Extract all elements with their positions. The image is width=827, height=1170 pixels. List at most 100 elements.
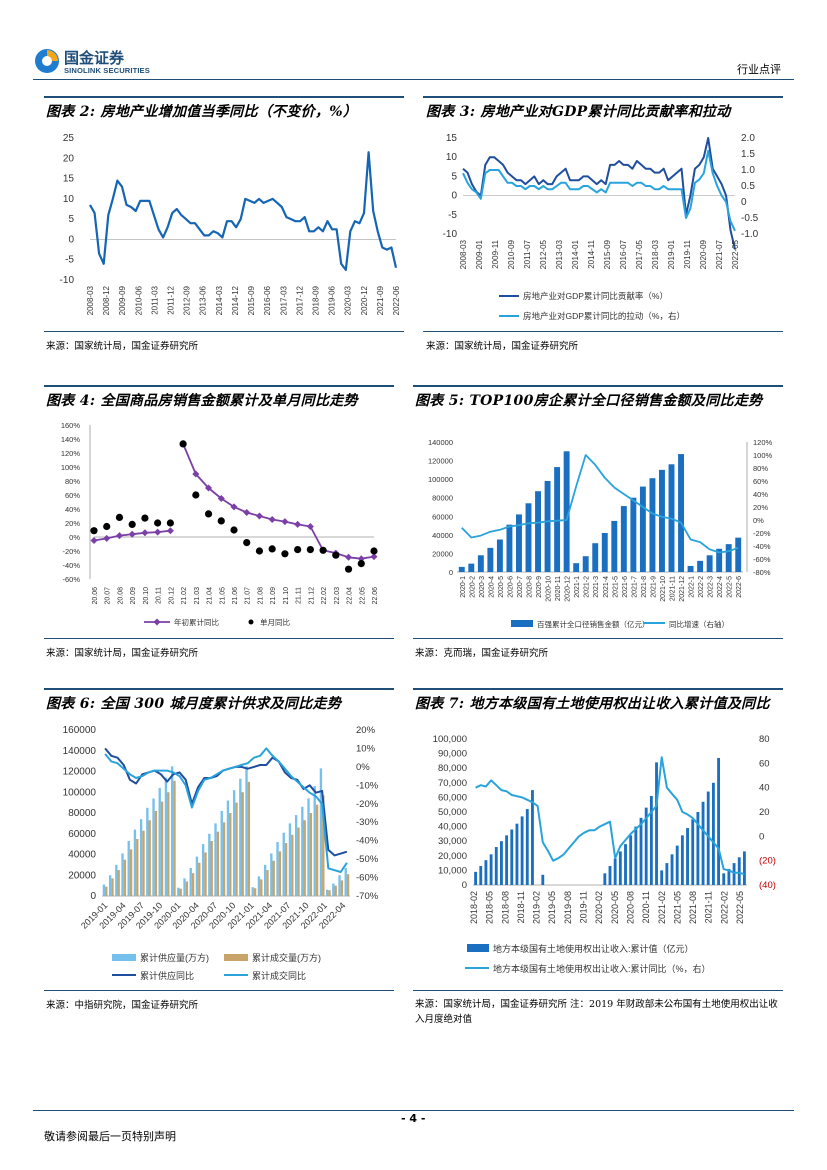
y-tick-label-right: 40% [753, 490, 768, 499]
y-tick-label-right: 0 [741, 197, 747, 208]
y-tick-label-left: 10,000 [438, 865, 467, 876]
bar [639, 486, 646, 572]
y-tick-label: 5 [68, 214, 74, 225]
legend-label-cumulative: 地方本级国有土地使用权出让收入:累计值（亿元） [493, 943, 694, 954]
x-tick-label: 2009-09 [118, 285, 127, 315]
bar [634, 826, 638, 885]
y-tick-label-left: 60000 [68, 829, 96, 840]
y-tick-label-right: 0.5 [741, 181, 755, 192]
bar-supply [189, 867, 192, 896]
monthly-point [90, 527, 98, 535]
fig7-bottom-rule [413, 990, 783, 991]
bar [458, 566, 465, 572]
x-tick-label: 2016-07 [619, 239, 628, 269]
legend-marker-monthly [248, 619, 254, 625]
bar [722, 873, 726, 885]
y-tick-label-right: 0% [356, 762, 370, 773]
y-tick-label-left: 140000 [428, 438, 453, 447]
bar-supply [332, 883, 335, 896]
fig3-title: 图表 3: 房地产业对GDP累计同比贡献率和拉动 [426, 104, 731, 120]
y-tick-label-left: 80,000 [438, 763, 467, 774]
fig7-source: 来源：国家统计局，国金证券研究所 注：2019 年财政部未公布国有土地使用权出让… [415, 999, 778, 1025]
x-tick-label: 2022-1 [689, 576, 696, 598]
cumulative-point [243, 509, 251, 516]
logo-en: SINOLINK SECURITIES [64, 66, 150, 75]
bar-supply [146, 807, 149, 896]
series-line-pull [462, 149, 736, 232]
y-tick-label-left: 90,000 [438, 749, 467, 760]
x-tick-label: 22.03 [334, 587, 341, 605]
y-tick-label-left: 50,000 [438, 807, 467, 818]
y-tick-label-left: 30,000 [438, 836, 467, 847]
y-tick-label-right: (20) [759, 856, 776, 867]
y-tick-label-right: -20% [356, 799, 379, 810]
x-tick-label: 2020-8 [527, 576, 534, 598]
bar-deal [260, 879, 263, 896]
bar-deal [105, 886, 108, 896]
y-tick-label-left: 0 [462, 880, 467, 891]
y-tick-label-right: -10% [356, 780, 379, 791]
legend-marker-cumulative [153, 618, 161, 626]
legend-label-supply: 累计供应量(万方) [140, 952, 209, 963]
bar-deal [204, 852, 207, 896]
x-tick-label: 2022-06 [392, 285, 401, 315]
y-tick-label-left: 60000 [432, 512, 453, 521]
x-tick-label: 2020-10 [546, 576, 553, 602]
bar [706, 555, 713, 572]
bar-supply [121, 853, 124, 896]
x-tick-label: 2021-05 [672, 891, 682, 924]
monthly-point [332, 551, 340, 559]
legend-swatch-supply [112, 954, 136, 961]
monthly-point [179, 440, 187, 448]
bar-supply [232, 790, 236, 896]
cumulative-point [141, 529, 149, 537]
bar [535, 491, 541, 572]
bar [670, 854, 674, 885]
fig3-source: 来源：国家统计局，国金证券研究所 [426, 341, 579, 352]
bar-supply [270, 853, 273, 896]
monthly-point [141, 514, 149, 522]
cumulative-point [154, 528, 162, 536]
bar [618, 851, 622, 885]
series-line-yoy [461, 454, 739, 554]
bar-supply [263, 864, 267, 896]
fig5-title: 图表 5: TOP100房企累计全口径销售金额及同比走势 [415, 393, 763, 409]
fig3-chart: 15 10 5 0 -5 -10 2.0 1.5 1.0 0.5 0 -0.5 -1.0 2008-03 2… [443, 133, 759, 321]
y-tick-label-right: 10% [356, 743, 376, 754]
x-tick-label: 2018-02 [469, 891, 479, 924]
y-tick-label-left: 0 [449, 568, 453, 577]
bar-deal [328, 890, 331, 896]
cumulative-point [345, 553, 353, 561]
bar-supply [245, 766, 248, 896]
bar [506, 524, 513, 572]
x-tick-label: 2020-05 [610, 891, 620, 924]
y-tick-label: 160% [61, 421, 81, 430]
bar-supply [195, 856, 199, 896]
legend-label-cumulative: 年初累计同比 [174, 617, 219, 627]
bar-supply [239, 778, 242, 896]
monthly-point [344, 565, 353, 573]
x-tick-label: 2020-11 [641, 891, 651, 923]
bar-deal [142, 830, 145, 896]
y-tick-label-left: 0 [451, 191, 457, 202]
monthly-point [357, 560, 365, 568]
bar-supply [251, 887, 254, 896]
x-tick-label: 21.12 [308, 587, 315, 605]
cumulative-point [230, 503, 238, 511]
x-tick-label: 2020-7 [517, 576, 524, 598]
x-tick-label: 2012-05 [539, 239, 548, 269]
series-line-contribution [462, 137, 736, 250]
bar [541, 874, 545, 885]
bar [624, 844, 627, 885]
bar [727, 868, 731, 885]
y-tick-label-right: 2.0 [741, 133, 755, 144]
bar [639, 817, 643, 885]
y-tick-label: 140% [61, 435, 81, 444]
bar-deal [309, 813, 313, 896]
bar-supply [201, 844, 205, 896]
x-tick-label: 2022-4 [717, 576, 724, 598]
bar [603, 873, 607, 885]
x-tick-label: 2022-5 [727, 576, 734, 598]
x-tick-label: 2022-05 [735, 891, 745, 924]
y-tick-label-left: 60,000 [438, 792, 467, 803]
